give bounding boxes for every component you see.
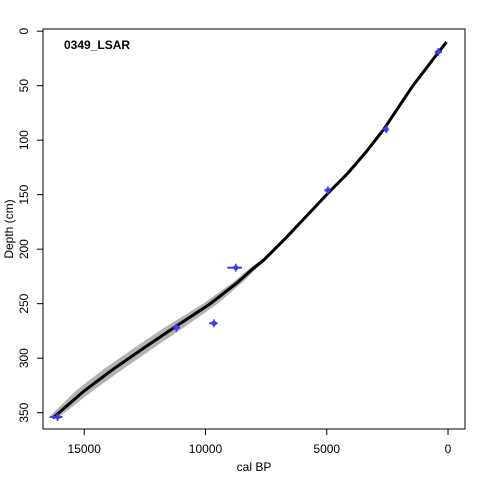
dated-sample-point <box>173 325 179 331</box>
uncertainty-band <box>47 42 448 419</box>
y-tick-label: 300 <box>17 348 31 368</box>
dated-sample-point <box>211 320 217 326</box>
y-axis: 0 50 100 150 200 250 300 350 <box>17 28 43 423</box>
plot-frame <box>42 28 466 430</box>
y-tick-label: 100 <box>17 130 31 150</box>
y-tick-label: 200 <box>17 239 31 259</box>
x-axis-title: cal BP <box>237 460 272 474</box>
dated-sample-5 <box>209 319 218 328</box>
y-tick-label: 150 <box>17 184 31 204</box>
dated-sample-point <box>435 49 441 55</box>
dated-sample-point <box>383 126 389 132</box>
age-depth-model-line <box>51 41 448 420</box>
uncertainty-band-layer <box>47 42 448 419</box>
y-tick-label: 250 <box>17 293 31 313</box>
x-tick-label: 0 <box>445 442 452 456</box>
y-tick-label: 0 <box>17 28 31 35</box>
dated-sample-point <box>325 187 331 193</box>
dated-sample-2 <box>382 125 389 134</box>
x-axis: 15000 10000 5000 0 <box>68 429 452 456</box>
y-tick-label: 50 <box>17 79 31 93</box>
dated-sample-3 <box>324 186 331 195</box>
x-tick-label: 5000 <box>313 442 340 456</box>
model-line-layer <box>51 41 448 420</box>
dated-sample-1 <box>434 47 442 56</box>
dated-sample-6 <box>172 323 181 332</box>
y-tick-label: 350 <box>17 402 31 422</box>
chart-title: 0349_LSAR <box>64 38 130 52</box>
dated-samples-layer <box>50 47 442 422</box>
dated-sample-7 <box>50 413 63 422</box>
y-axis-title: Depth (cm) <box>2 199 16 258</box>
x-tick-label: 15000 <box>68 442 102 456</box>
dated-sample-point <box>233 265 239 271</box>
x-tick-label: 10000 <box>189 442 223 456</box>
dated-sample-point <box>54 414 61 420</box>
dated-sample-4 <box>227 263 242 272</box>
